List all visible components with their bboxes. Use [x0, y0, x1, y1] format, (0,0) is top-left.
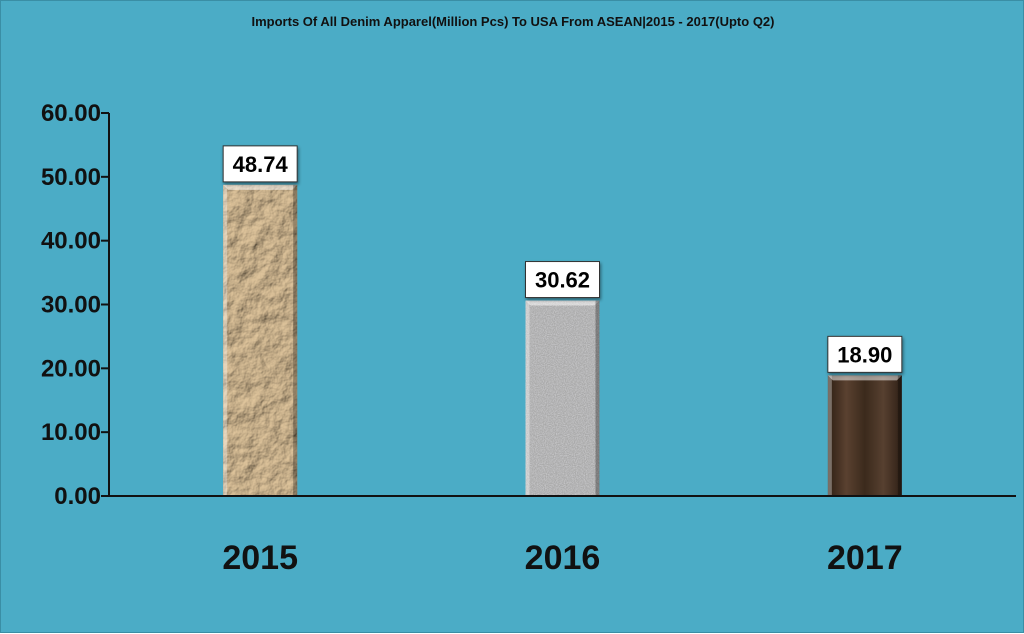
- x-tick-label: 2017: [827, 539, 903, 577]
- bar-bevel: [293, 184, 298, 496]
- data-label-box: [222, 145, 298, 183]
- y-tick-label: 40.00: [41, 228, 101, 255]
- y-axis-ticks: 0.00 10.00 20.00 30.00 40.00 50.00 60.00: [41, 100, 109, 510]
- bar-2017: [827, 375, 902, 496]
- bar-bevel: [595, 300, 600, 496]
- data-label: 48.74: [233, 152, 289, 177]
- bar-texture: [223, 184, 298, 496]
- bar-bevel: [525, 300, 530, 496]
- y-tick-label: 20.00: [41, 355, 101, 382]
- data-label-box: [827, 335, 903, 373]
- chart-title: Imports Of All Denim Apparel(Million Pcs…: [252, 14, 775, 29]
- y-tick-label: 60.00: [41, 100, 101, 127]
- data-label: 30.62: [535, 268, 590, 293]
- bar-bevel: [827, 375, 902, 381]
- bar-bevel: [223, 184, 298, 190]
- data-label: 18.90: [837, 342, 892, 367]
- bar-bevel: [223, 184, 228, 496]
- x-tick-label: 2016: [525, 539, 601, 577]
- x-axis-ticks: 2015 2016 2017: [222, 539, 902, 577]
- bar-bevel: [525, 300, 600, 306]
- x-tick-label: 2015: [222, 539, 298, 577]
- data-label-box: [525, 261, 600, 299]
- y-tick-label: 50.00: [41, 164, 101, 191]
- bars-layer: 48.74 30.62 18.90: [222, 145, 903, 496]
- y-tick-label: 10.00: [41, 419, 101, 446]
- y-tick-label: 0.00: [54, 483, 101, 510]
- y-tick-label: 30.00: [41, 292, 101, 319]
- bar-bevel: [897, 375, 902, 496]
- bar-texture: [525, 300, 600, 496]
- bar-bevel: [827, 375, 832, 496]
